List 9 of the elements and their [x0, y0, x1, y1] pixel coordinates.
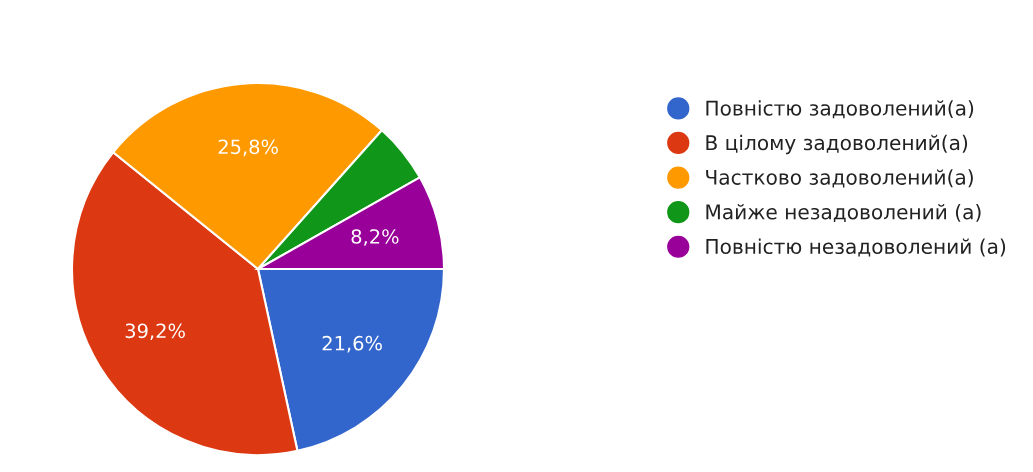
legend-label: Повністю задоволений(а) — [706, 100, 974, 119]
data-label: 21,6% — [322, 335, 382, 353]
data-label: 8,2% — [351, 229, 399, 246]
legend-label: Майже незадоволений (а) — [706, 203, 981, 222]
data-label: 25,8% — [218, 139, 278, 157]
legend-label: В цілому задоволений(а) — [706, 134, 968, 155]
legend-label: Повністю незадоволений (а) — [706, 238, 1006, 257]
legend-label: Частково задоволений(а) — [706, 169, 973, 188]
data-label: 39,2% — [125, 323, 185, 341]
